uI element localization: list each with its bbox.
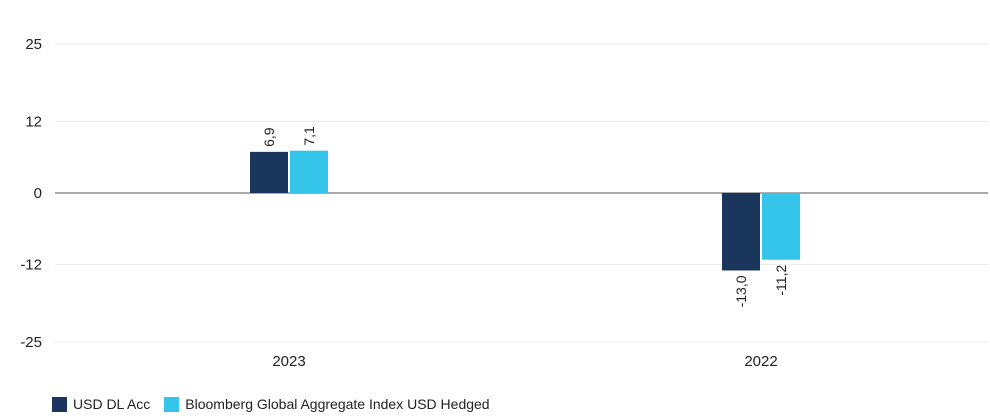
bar [250,151,288,193]
y-tick-label: 12 [25,113,42,130]
x-category-label: 2023 [272,353,305,370]
legend-label: Bloomberg Global Aggregate Index USD Hed… [185,396,490,412]
y-tick-label: -12 [20,257,42,274]
bar-chart: 25 12 0 -12 -25 6,9 7,1 2023 -13,0 -11,2 2022 [20,36,988,370]
legend-item-bloomberg-index: Bloomberg Global Aggregate Index USD Hed… [164,396,490,412]
data-label: 7,1 [301,126,317,146]
y-tick-label: 25 [25,36,42,53]
legend: USD DL Acc Bloomberg Global Aggregate In… [52,396,504,412]
legend-item-usd-dl-acc: USD DL Acc [52,396,150,412]
bar [290,150,328,193]
data-label: -13,0 [733,275,749,307]
y-tick-label: -25 [20,334,42,351]
x-category-label: 2022 [744,353,777,370]
bar [722,193,760,271]
y-tick-label: 0 [34,185,42,202]
legend-swatch-usd-dl-acc [52,396,67,412]
bar [762,193,800,260]
data-label: 6,9 [261,127,277,147]
legend-label: USD DL Acc [73,396,151,412]
data-label: -11,2 [773,265,789,296]
legend-swatch-bloomberg-index [164,396,180,412]
